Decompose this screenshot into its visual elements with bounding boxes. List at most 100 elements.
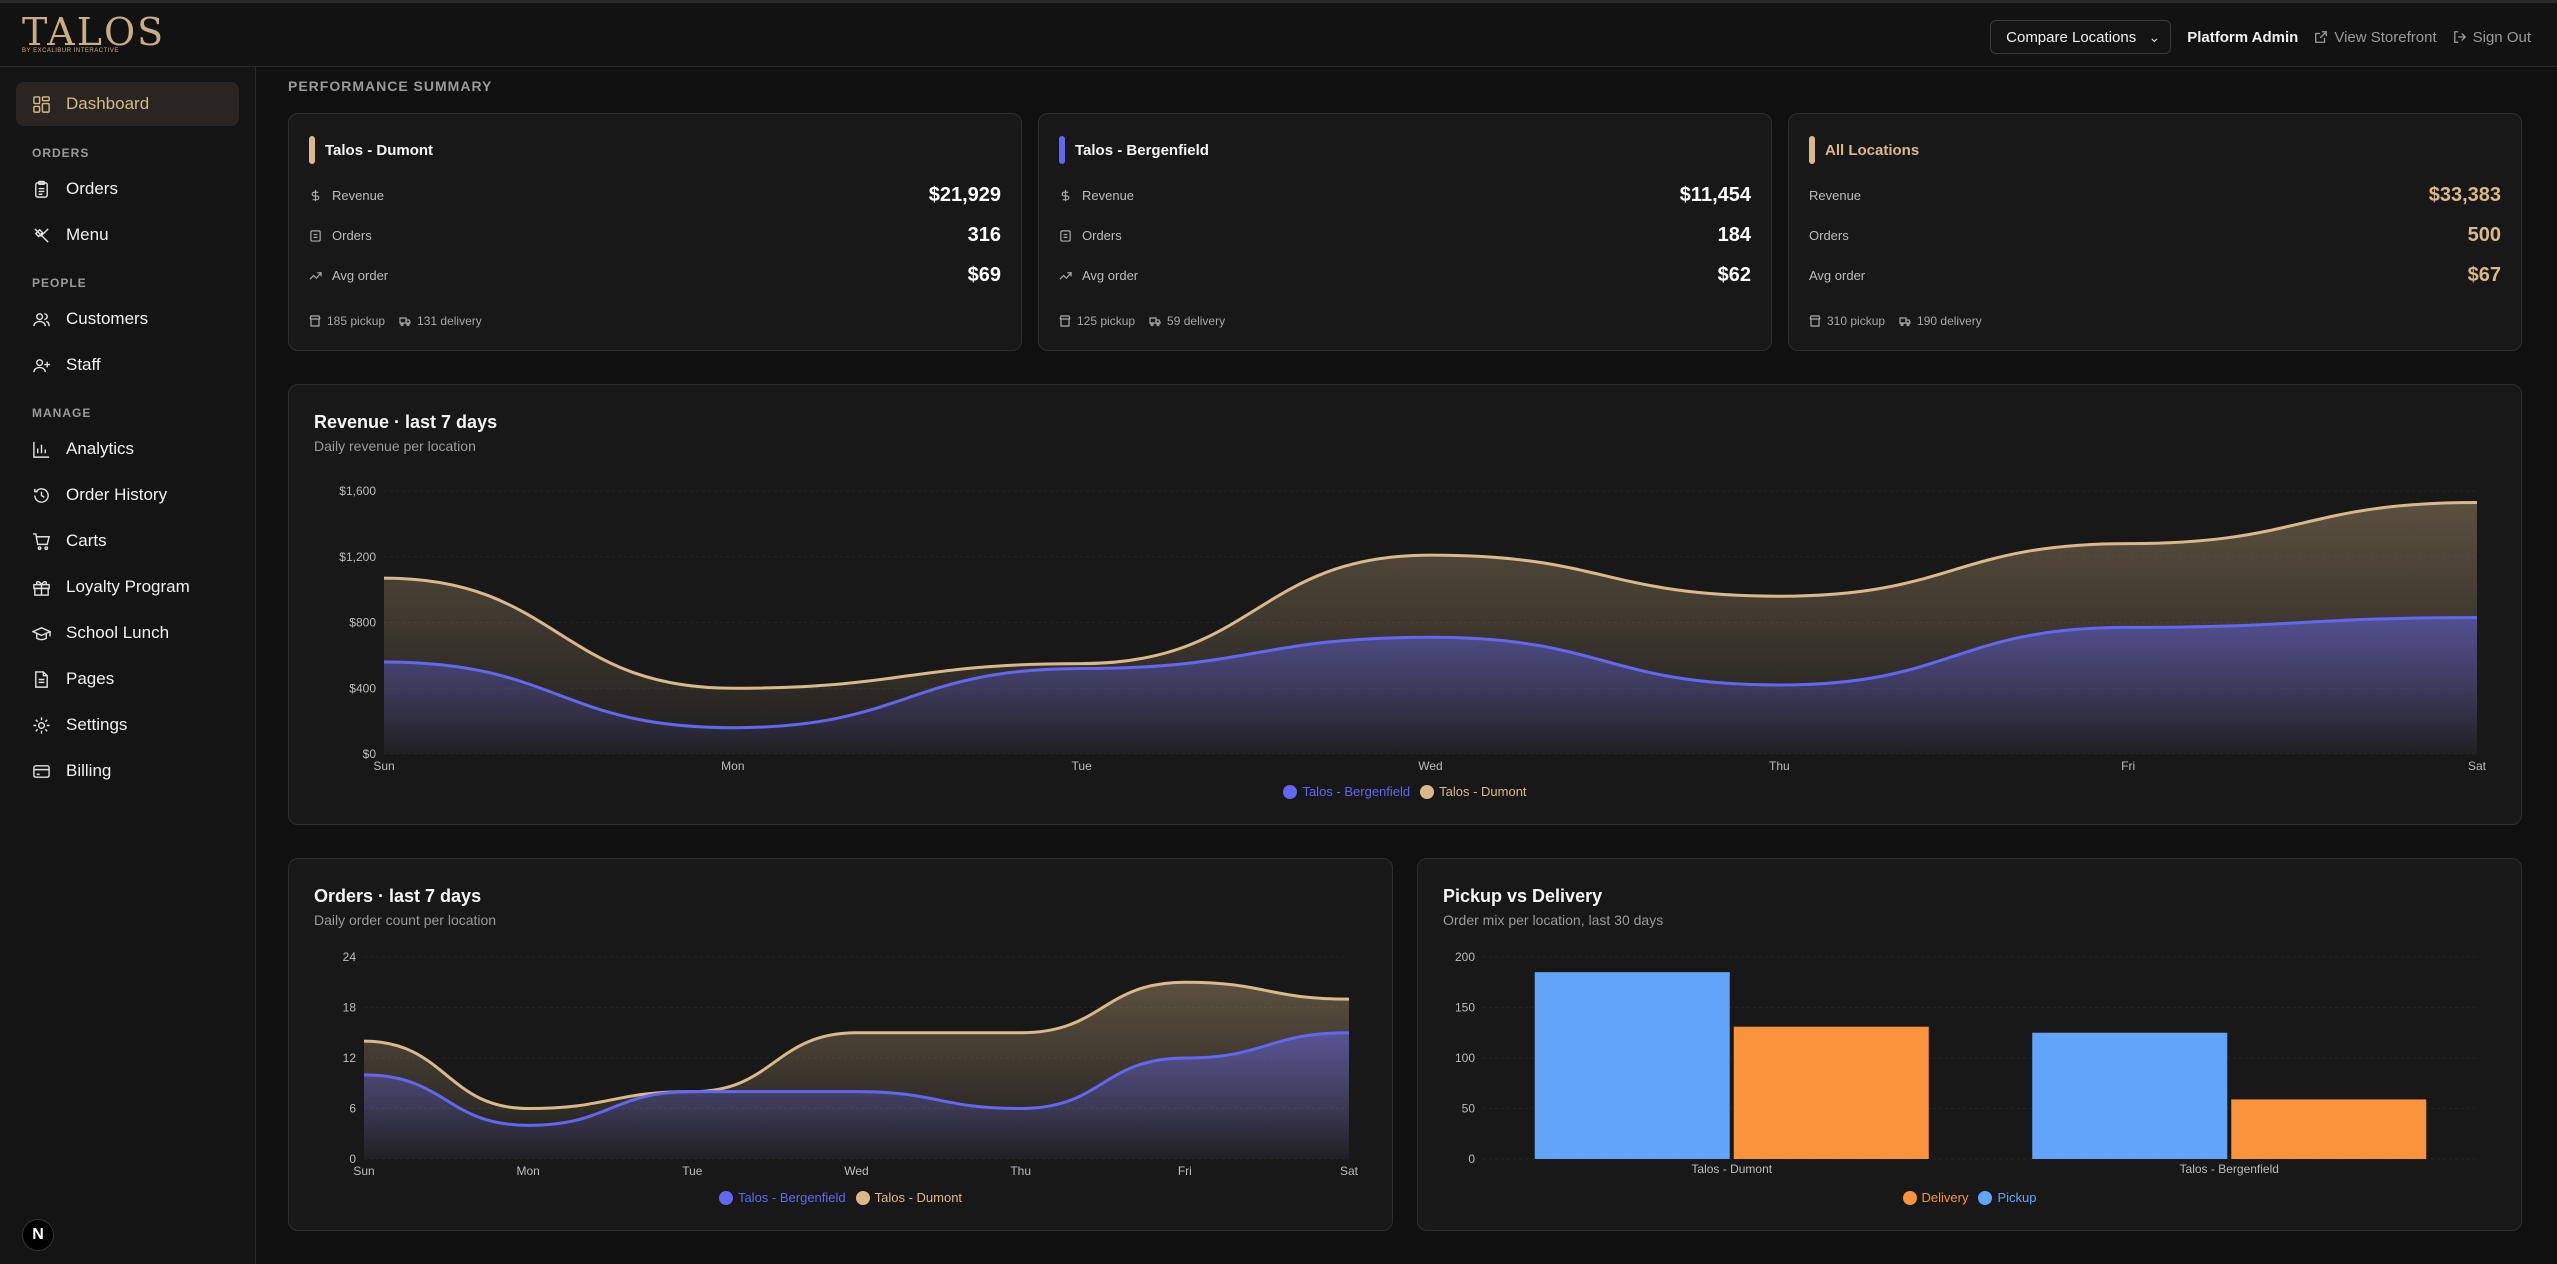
revenue-value: $33,383 [2428, 184, 2501, 206]
logo-subtext: BY EXCALIBUR INTERACTIVE [22, 48, 119, 54]
location-color-bar [1809, 136, 1815, 164]
location-card-header: Talos - Dumont [309, 136, 433, 164]
sidebar-item-label: Customers [66, 309, 149, 328]
orders-value: 184 [1717, 224, 1751, 246]
sidebar-item-analytics[interactable]: Analytics [16, 427, 239, 471]
chart-title: Orders · last 7 days [314, 886, 482, 906]
sidebar-item-orders[interactable]: Orders [16, 167, 239, 211]
sidebar-item-staff[interactable]: Staff [16, 343, 239, 387]
x-tick-label: Talos - Dumont [1691, 1162, 1772, 1176]
location-color-bar [309, 136, 315, 164]
revenue-label: Revenue [1809, 188, 1862, 203]
orders-label: Orders [332, 228, 372, 243]
delivery-count: 59 delivery [1167, 314, 1226, 328]
location-name: Talos - Dumont [325, 141, 434, 159]
talos-logo[interactable]: TALOS BY EXCALIBUR INTERACTIVE [22, 10, 166, 60]
chevron-down-icon: ⌄ [2148, 29, 2161, 45]
platform-admin-label: Platform Admin [2187, 28, 2299, 46]
x-tick-label: Mon [721, 759, 744, 773]
bar-pickup [1534, 972, 1730, 1159]
y-tick-label: $1,600 [339, 484, 376, 498]
utensils-icon [34, 227, 49, 243]
sidebar-item-menu[interactable]: Menu [16, 213, 239, 257]
sidebar-item-label: School Lunch [66, 623, 170, 642]
bar-chart-icon [33, 441, 50, 458]
dollar-icon [311, 189, 320, 202]
sidebar-item-billing[interactable]: Billing [16, 749, 239, 793]
legend-item[interactable]: Talos - Bergenfield [1283, 784, 1410, 799]
history-icon [34, 487, 49, 503]
trending-up-icon [309, 272, 322, 280]
revenue-metric: Revenue $11,454 [1059, 184, 1751, 207]
external-link-icon [2315, 31, 2328, 43]
sidebar-item-customers[interactable]: Customers [16, 297, 239, 341]
location-card-dumont: Talos - Dumont Revenue $21,929 Orders 31… [288, 113, 1022, 351]
legend-item[interactable]: Talos - Bergenfield [718, 1190, 846, 1205]
sidebar-item-label: Dashboard [66, 94, 150, 113]
user-plus-icon [33, 358, 51, 372]
top-bar: TALOS BY EXCALIBUR INTERACTIVE Compare L… [0, 0, 2557, 67]
pickup-count: 125 pickup [1077, 314, 1136, 328]
users-icon [33, 312, 50, 326]
bar-pickup [2032, 1032, 2228, 1159]
legend-item[interactable]: Delivery [1902, 1190, 1968, 1205]
sidebar-item-school-lunch[interactable]: School Lunch [16, 611, 239, 655]
revenue-value: $11,454 [1679, 184, 1751, 206]
trending-up-icon [1059, 272, 1072, 280]
bar-delivery [2231, 1099, 2427, 1159]
sidebar-item-loyalty-program[interactable]: Loyalty Program [16, 565, 239, 609]
chart-legend: Talos - Bergenfield Talos - Dumont [289, 784, 2521, 799]
x-tick-label: Wed [844, 1164, 868, 1178]
store-icon [1809, 315, 1821, 327]
pickup-delivery-chart-card: Pickup vs Delivery Order mix per locatio… [1417, 858, 2522, 1231]
compare-locations-select[interactable]: Compare Locations ⌄ [1990, 20, 2172, 54]
x-tick-label: Mon [516, 1164, 539, 1178]
logo-text: TALOS [22, 10, 166, 54]
compare-locations-value: Compare Locations [2006, 28, 2137, 46]
y-tick-label: $1,200 [339, 550, 376, 564]
sidebar-item-label: Menu [66, 225, 109, 244]
legend-item[interactable]: Talos - Dumont [855, 1190, 963, 1205]
y-tick-label: 150 [1455, 1001, 1475, 1015]
view-storefront-link[interactable]: View Storefront [2314, 29, 2437, 46]
performance-summary-title: PERFORMANCE SUMMARY [288, 78, 493, 94]
sidebar-item-label: Pages [66, 669, 115, 688]
series-line [383, 501, 2478, 690]
sidebar-item-order-history[interactable]: Order History [16, 473, 239, 517]
x-tick-label: Sun [373, 759, 394, 773]
orders-metric: Orders 316 [309, 224, 1001, 247]
y-tick-label: 100 [1455, 1051, 1475, 1065]
series-line [363, 1031, 1350, 1127]
fulfillment-breakdown: 185 pickup 131 delivery [309, 314, 482, 328]
orders-metric: Orders 184 [1059, 224, 1751, 247]
sidebar-item-label: Orders [66, 179, 118, 198]
legend-item[interactable]: Talos - Dumont [1420, 784, 1527, 799]
location-card-all: All Locations Revenue $33,383 Orders 500… [1788, 113, 2522, 351]
sidebar-section-manage: MANAGE [32, 406, 92, 420]
location-color-bar [1059, 136, 1065, 164]
sidebar-item-settings[interactable]: Settings [16, 703, 239, 747]
sidebar-item-pages[interactable]: Pages [16, 657, 239, 701]
sidebar-item-carts[interactable]: Carts [16, 519, 239, 563]
y-tick-label: 24 [343, 950, 357, 964]
n-badge[interactable]: N [22, 1219, 54, 1251]
pickup-count: 185 pickup [327, 314, 386, 328]
avg-order-label: Avg order [332, 268, 389, 283]
orders-chart: 0 6 12 18 24 Sun Mon Tue Wed Thu Fri Sat [343, 950, 1359, 1178]
legend-label: Talos - Bergenfield [737, 1190, 846, 1205]
avg-order-metric: Avg order $67 [1809, 264, 2501, 287]
avg-order-metric: Avg order $69 [309, 264, 1001, 287]
orders-value: 316 [967, 224, 1001, 246]
delivery-count: 190 delivery [1917, 314, 1982, 328]
revenue-metric: Revenue $33,383 [1809, 184, 2501, 207]
sign-out-link[interactable]: Sign Out [2453, 29, 2531, 46]
legend-item[interactable]: Pickup [1978, 1190, 2037, 1205]
chart-legend: Delivery Pickup [1418, 1190, 2521, 1205]
x-tick-label: Sat [2468, 759, 2487, 773]
y-tick-label: $800 [349, 616, 376, 630]
location-name: Talos - Bergenfield [1075, 141, 1209, 159]
sidebar-item-label: Staff [66, 355, 101, 374]
pickup-count: 310 pickup [1827, 314, 1886, 328]
legend-label: Talos - Dumont [874, 1190, 963, 1205]
sidebar-item-dashboard[interactable]: Dashboard [16, 82, 239, 126]
